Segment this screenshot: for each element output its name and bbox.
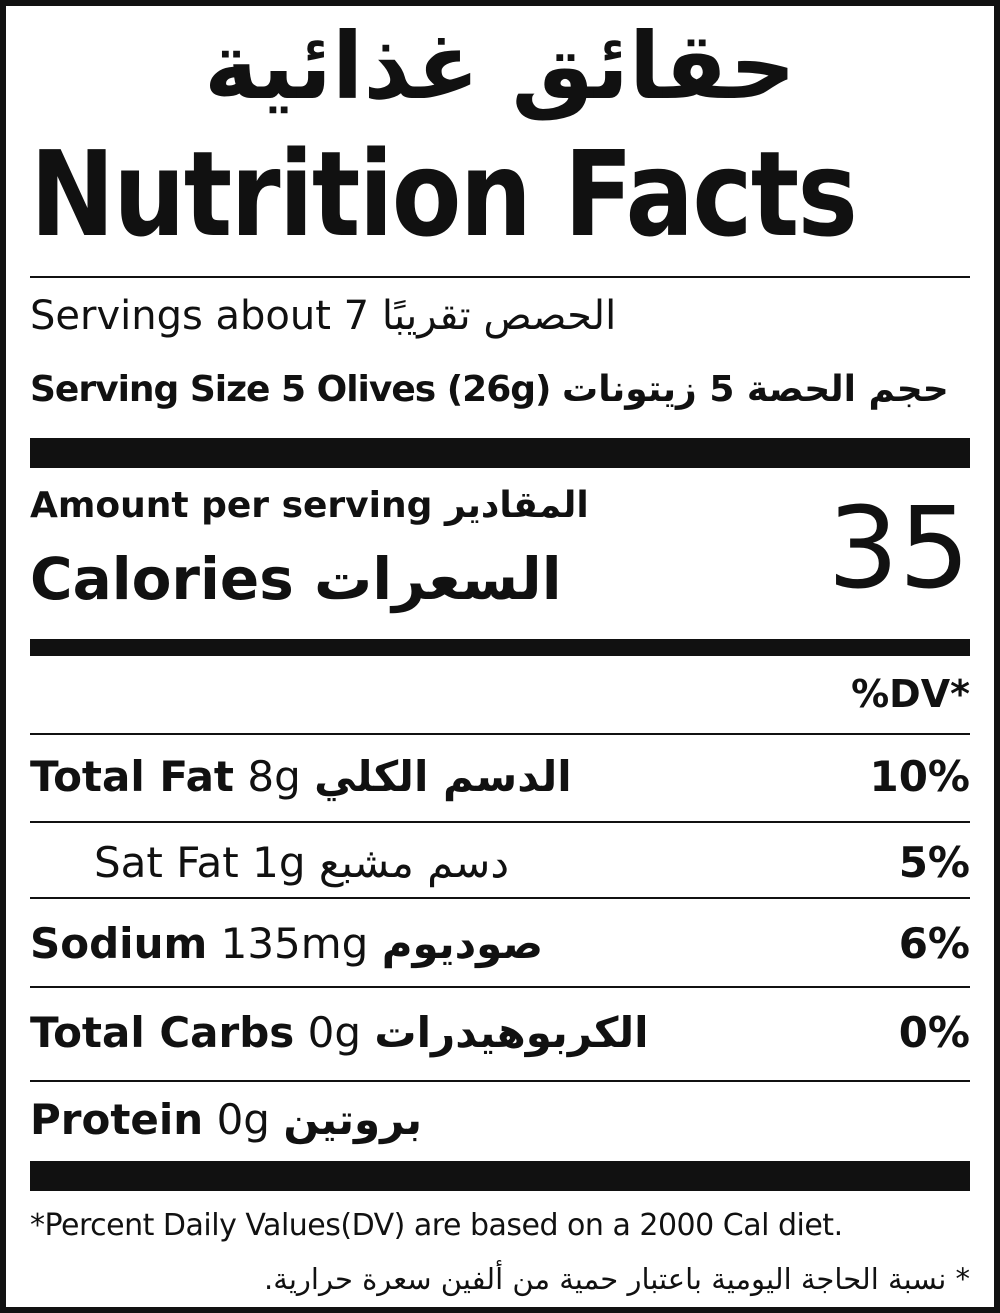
nutrient-amount: 0g — [216, 1094, 270, 1144]
nutrient-ar: الكربوهيدرات — [374, 1007, 649, 1057]
nutrient-ar: دسم مشبع — [318, 837, 510, 887]
title-ar: حقائق غذائية — [204, 13, 796, 120]
thin-rule — [30, 821, 970, 823]
nutrient-row: Total Fat 8g الدسم الكلي 10% — [30, 746, 970, 806]
calories-label: Calories السعرات — [30, 542, 970, 616]
calories-ar: السعرات — [313, 545, 562, 613]
nutrient-name: Sodium — [30, 918, 208, 968]
serving-size-ar: حجم الحصة 5 زيتونات — [562, 369, 950, 410]
footnote-ar-text: * نسبة الحاجة اليومية باعتبار حمية من أل… — [264, 1262, 970, 1296]
nutrient-amount: 135mg — [220, 918, 369, 968]
thin-rule — [30, 276, 970, 278]
nutrient-dv: 5% — [898, 837, 970, 887]
amount-per-serving: Amount per serving المقادير — [30, 480, 970, 532]
thin-rule — [30, 986, 970, 988]
nutrient-ar: الدسم الكلي — [314, 751, 572, 801]
dv-header: %DV* — [30, 668, 970, 720]
nutrient-dv: 10% — [869, 751, 970, 801]
dv-header-text: %DV* — [851, 672, 970, 716]
nutrient-name: Protein — [30, 1094, 204, 1144]
thin-rule — [30, 897, 970, 899]
calories-en: Calories — [30, 545, 294, 613]
nutrient-name: Total Carbs — [30, 1007, 295, 1057]
nutrient-dv: 0% — [898, 1007, 970, 1057]
footnote-en-text: *Percent Daily Values(DV) are based on a… — [30, 1208, 843, 1243]
nutrient-amount: 1g — [252, 837, 306, 887]
footnote-ar: * نسبة الحاجة اليومية باعتبار حمية من أل… — [30, 1256, 970, 1302]
nutrient-ar: صوديوم — [381, 918, 544, 968]
calories-value: 35 — [30, 484, 970, 614]
nutrient-amount: 8g — [247, 751, 301, 801]
calories-number: 35 — [827, 484, 970, 614]
nutrient-row: Protein 0g بروتين — [30, 1088, 970, 1150]
amount-ar: المقادير — [444, 485, 589, 526]
thick-rule — [30, 1161, 970, 1191]
servings-en: Servings about 7 — [30, 293, 370, 339]
thick-rule — [30, 639, 970, 656]
nutrient-name: Sat Fat — [94, 837, 239, 887]
serving-size: Serving Size 5 Olives (26g) حجم الحصة 5 … — [30, 362, 970, 418]
thin-rule — [30, 1080, 970, 1082]
amount-en: Amount per serving — [30, 485, 433, 526]
title-arabic: حقائق غذائية — [30, 12, 970, 122]
nutrient-name: Total Fat — [30, 751, 235, 801]
title-english: Nutrition Facts — [30, 124, 970, 264]
title-en: Nutrition Facts — [30, 125, 858, 263]
serving-size-en: Serving Size 5 Olives (26g) — [30, 369, 551, 410]
servings-ar: الحصص تقريبًا — [381, 293, 617, 339]
nutrient-row: Sodium 135mg صوديوم 6% — [30, 912, 970, 974]
footnote-en: *Percent Daily Values(DV) are based on a… — [30, 1204, 970, 1248]
thick-rule — [30, 438, 970, 468]
nutrient-dv: 6% — [898, 918, 970, 968]
nutrient-amount: 0g — [307, 1007, 362, 1057]
servings: Servings about 7 الحصص تقريبًا — [30, 288, 970, 344]
nutrient-ar: بروتين — [283, 1094, 423, 1144]
nutrient-row: Total Carbs 0g الكربوهيدرات 0% — [30, 1001, 970, 1063]
thin-rule — [30, 733, 970, 735]
nutrient-row: Sat Fat 1g دسم مشبع 5% — [30, 832, 970, 892]
